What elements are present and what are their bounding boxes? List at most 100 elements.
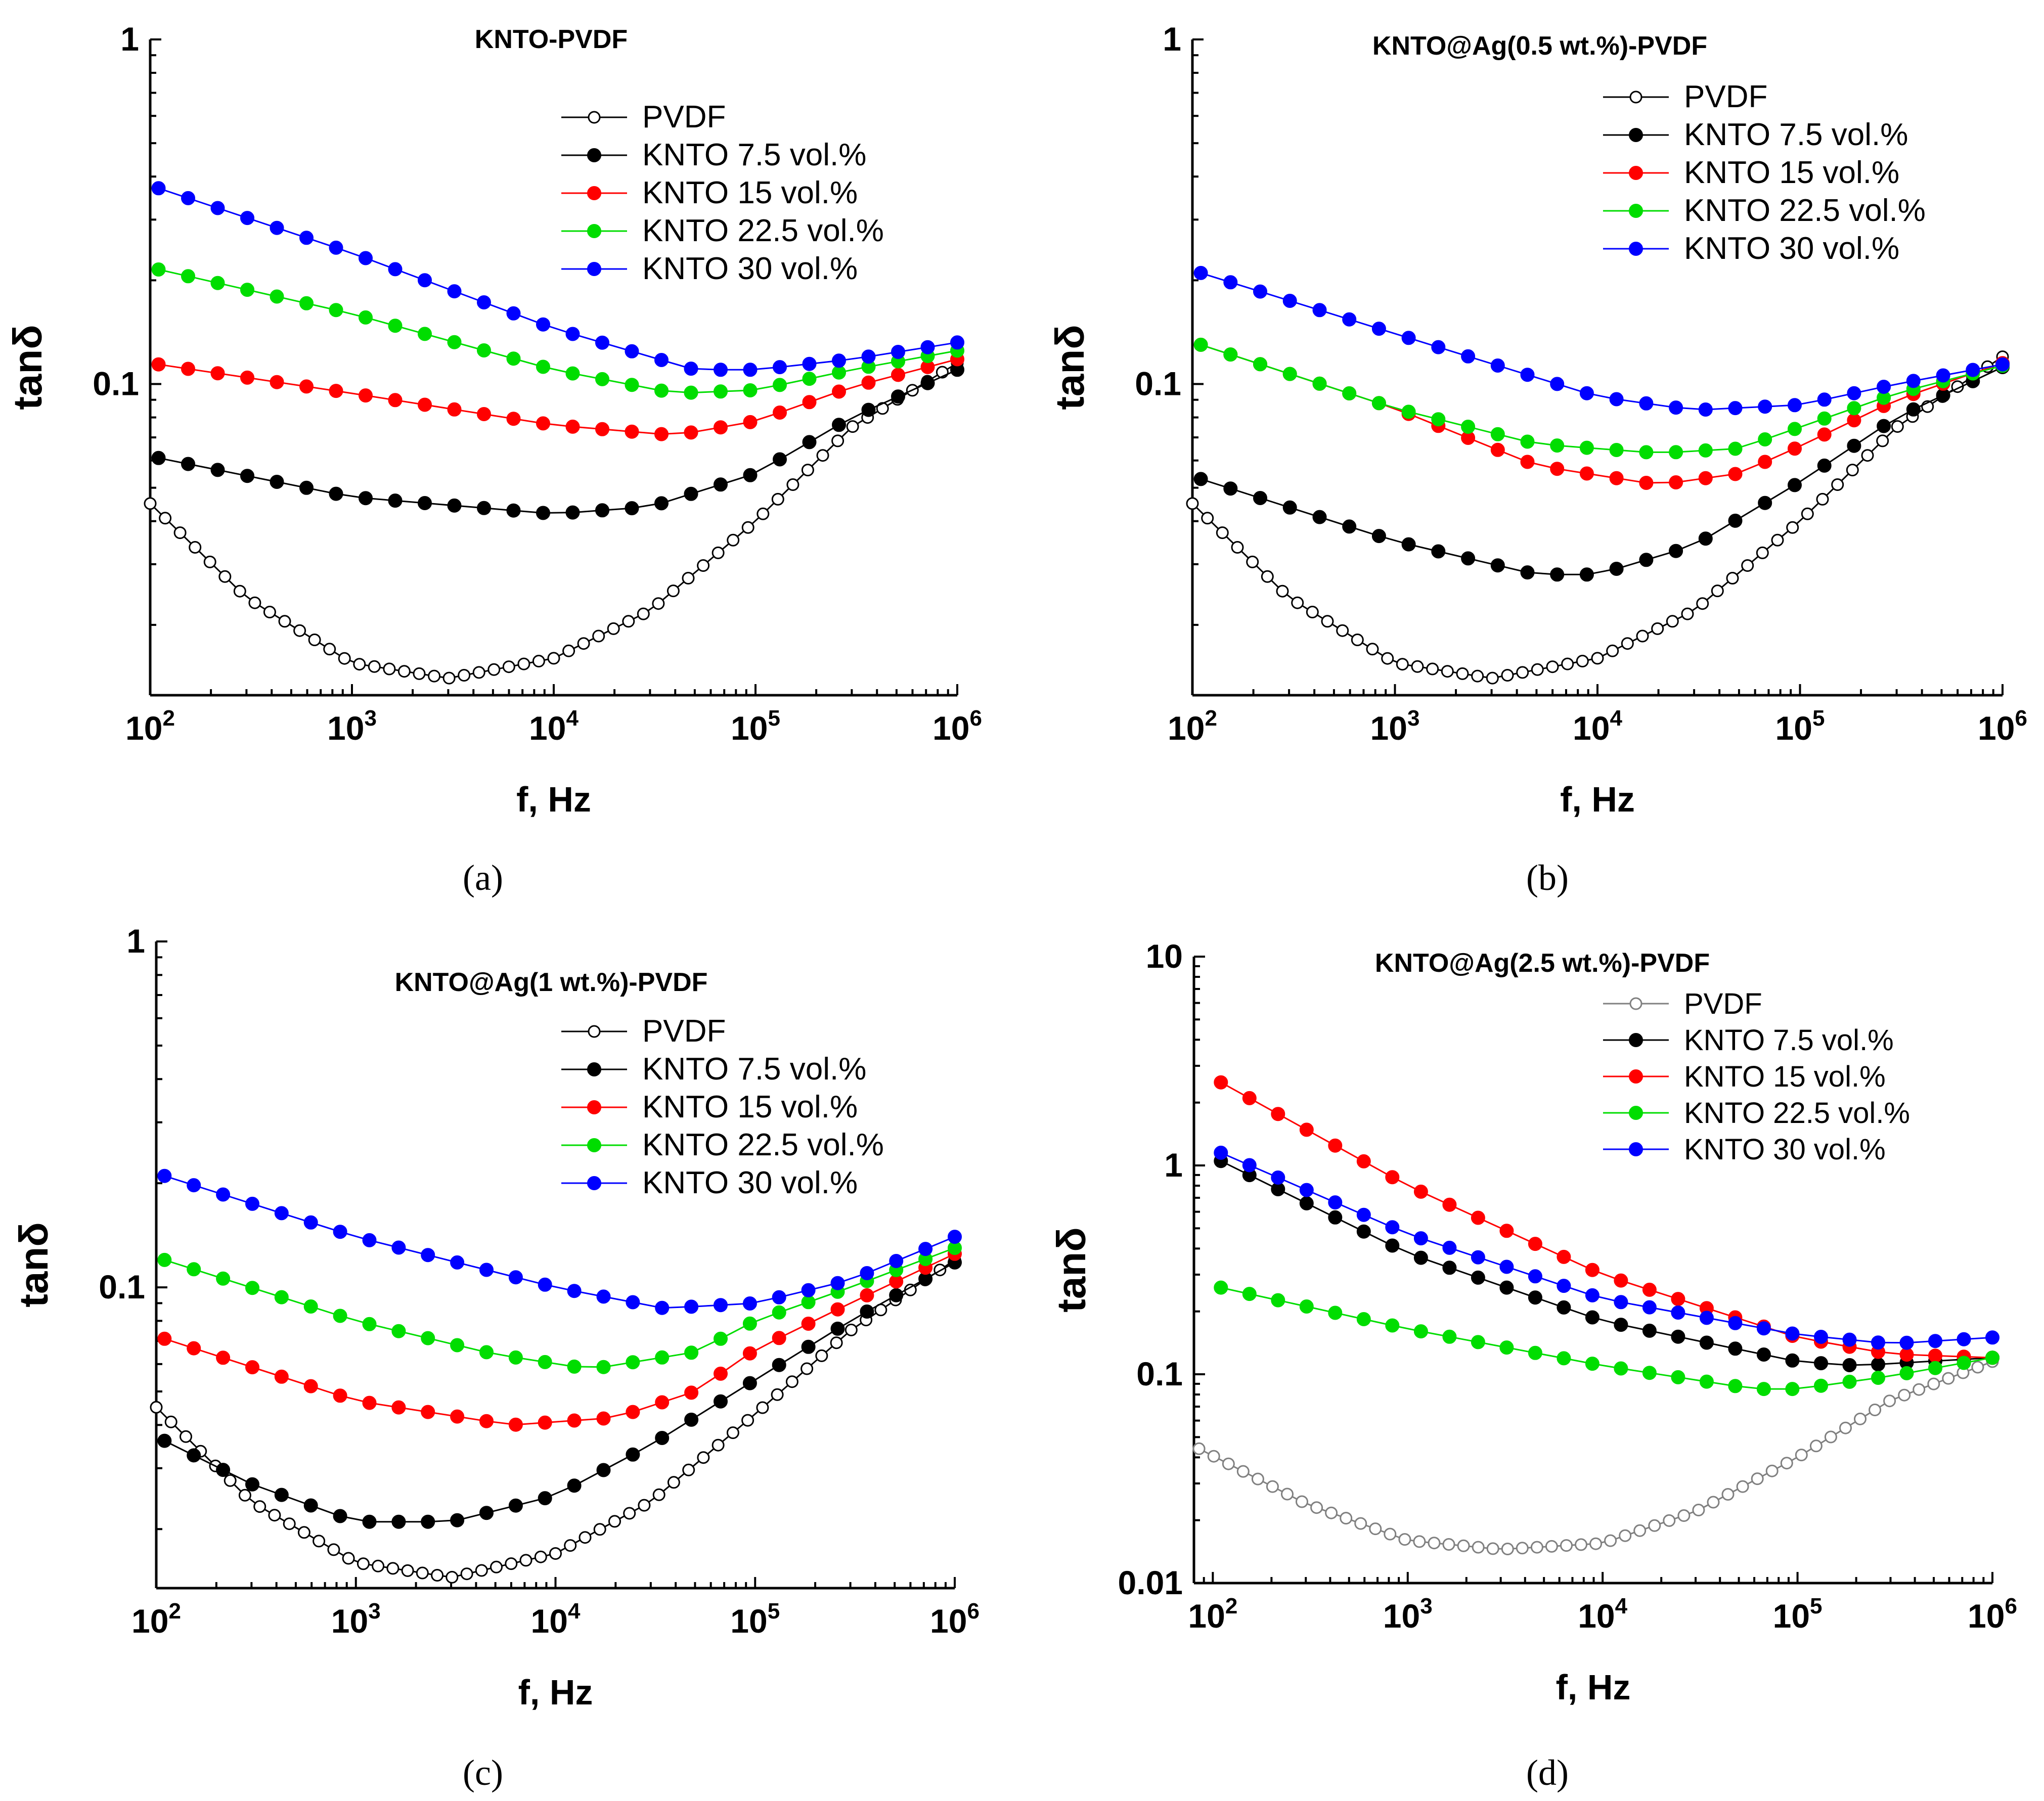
- legend-label: PVDF: [1684, 987, 1762, 1020]
- data-point: [1201, 512, 1214, 525]
- data-point: [655, 1300, 670, 1315]
- legend-marker: [1629, 204, 1643, 218]
- data-point: [1471, 1210, 1485, 1225]
- x-tick-label: 103: [331, 1599, 381, 1640]
- data-point: [1971, 1361, 1984, 1374]
- data-point: [1266, 1480, 1279, 1493]
- data-point: [1472, 1541, 1485, 1554]
- data-point: [418, 397, 432, 412]
- data-point: [1528, 1345, 1542, 1360]
- data-point: [757, 507, 770, 520]
- data-point: [216, 1187, 231, 1202]
- data-point: [218, 570, 232, 583]
- data-point: [1899, 1335, 1914, 1350]
- data-point: [567, 1413, 582, 1428]
- plot-area: [150, 1168, 962, 1584]
- data-point: [1663, 1514, 1676, 1527]
- data-point: [1669, 475, 1683, 489]
- data-point: [1671, 1370, 1685, 1384]
- data-point: [1253, 284, 1267, 299]
- data-point: [299, 231, 314, 245]
- data-point: [1699, 1311, 1714, 1325]
- data-point: [421, 1248, 435, 1263]
- data-point: [1253, 357, 1267, 372]
- legend-marker: [587, 224, 601, 238]
- data-point: [712, 546, 725, 559]
- data-point: [313, 1535, 326, 1548]
- legend-entry: KNTO 15 vol.%: [1603, 155, 1899, 190]
- data-point: [362, 1317, 377, 1331]
- series-knto-15-vol-: [151, 352, 964, 441]
- data-point: [1681, 607, 1694, 620]
- data-point: [1381, 652, 1394, 665]
- data-point: [1751, 1472, 1764, 1485]
- data-point: [1385, 1318, 1400, 1333]
- data-point: [802, 372, 817, 386]
- data-point: [830, 1321, 845, 1336]
- data-point: [240, 370, 254, 385]
- data-point: [786, 478, 799, 491]
- data-point: [626, 1447, 640, 1462]
- legend-marker: [587, 262, 601, 276]
- data-point: [1561, 657, 1574, 670]
- data-point: [1614, 1273, 1628, 1288]
- data-point: [151, 451, 166, 465]
- data-point: [1698, 443, 1713, 458]
- data-point: [401, 1564, 414, 1577]
- data-point: [1545, 1540, 1558, 1553]
- data-point: [270, 475, 284, 489]
- data-point: [1785, 1326, 1800, 1341]
- data-point: [1606, 644, 1619, 657]
- series-knto-7-5-vol-: [151, 363, 964, 520]
- data-point: [1669, 544, 1683, 558]
- data-point: [1839, 1421, 1852, 1434]
- data-point: [1520, 455, 1535, 469]
- data-point: [333, 1388, 347, 1403]
- series-knto-15-vol-: [1193, 337, 2010, 490]
- data-point: [1871, 1335, 1885, 1350]
- data-point: [1758, 432, 1772, 446]
- data-point: [1223, 347, 1238, 362]
- data-point: [1707, 1496, 1720, 1509]
- data-point: [1499, 1224, 1514, 1238]
- data-point: [1842, 1358, 1857, 1372]
- data-point: [299, 379, 314, 394]
- data-point: [1692, 1504, 1705, 1516]
- data-point: [1966, 363, 1980, 377]
- data-point: [1780, 1457, 1793, 1470]
- data-point: [1520, 434, 1535, 449]
- data-point: [816, 449, 829, 462]
- data-point: [157, 1433, 172, 1448]
- data-point: [391, 1324, 406, 1338]
- data-point: [1356, 1224, 1371, 1239]
- chart-panel-b: 102 103 104 105 106 1 0.1 f, Hz tanδ KNTO@Ag(0.5 …: [1047, 20, 2027, 898]
- legend-entry: KNTO 22.5 vol.%: [561, 1128, 884, 1162]
- data-point: [773, 452, 787, 467]
- data-point: [860, 1266, 874, 1280]
- data-point: [477, 343, 491, 357]
- data-point: [1642, 1300, 1657, 1315]
- data-point: [1639, 445, 1654, 460]
- legend-entry: KNTO 7.5 vol.%: [1603, 1024, 1894, 1057]
- data-point: [626, 1295, 640, 1310]
- data-point: [181, 362, 195, 376]
- data-point: [472, 666, 485, 679]
- data-point: [771, 492, 784, 506]
- data-point: [1442, 1538, 1455, 1551]
- data-point: [1531, 663, 1544, 676]
- data-point: [714, 363, 728, 377]
- data-point: [1579, 466, 1594, 481]
- data-point: [479, 1345, 494, 1360]
- data-point: [1253, 491, 1267, 505]
- series-line: [164, 1175, 955, 1309]
- data-point: [187, 1262, 201, 1277]
- data-point: [623, 1507, 636, 1520]
- data-point: [1501, 1543, 1514, 1555]
- data-point: [684, 385, 698, 400]
- data-point: [388, 393, 403, 408]
- data-point: [801, 1339, 816, 1354]
- legend-label: KNTO 30 vol.%: [642, 1165, 858, 1200]
- data-point: [1721, 1488, 1735, 1501]
- legend-entry: KNTO 7.5 vol.%: [561, 1052, 866, 1087]
